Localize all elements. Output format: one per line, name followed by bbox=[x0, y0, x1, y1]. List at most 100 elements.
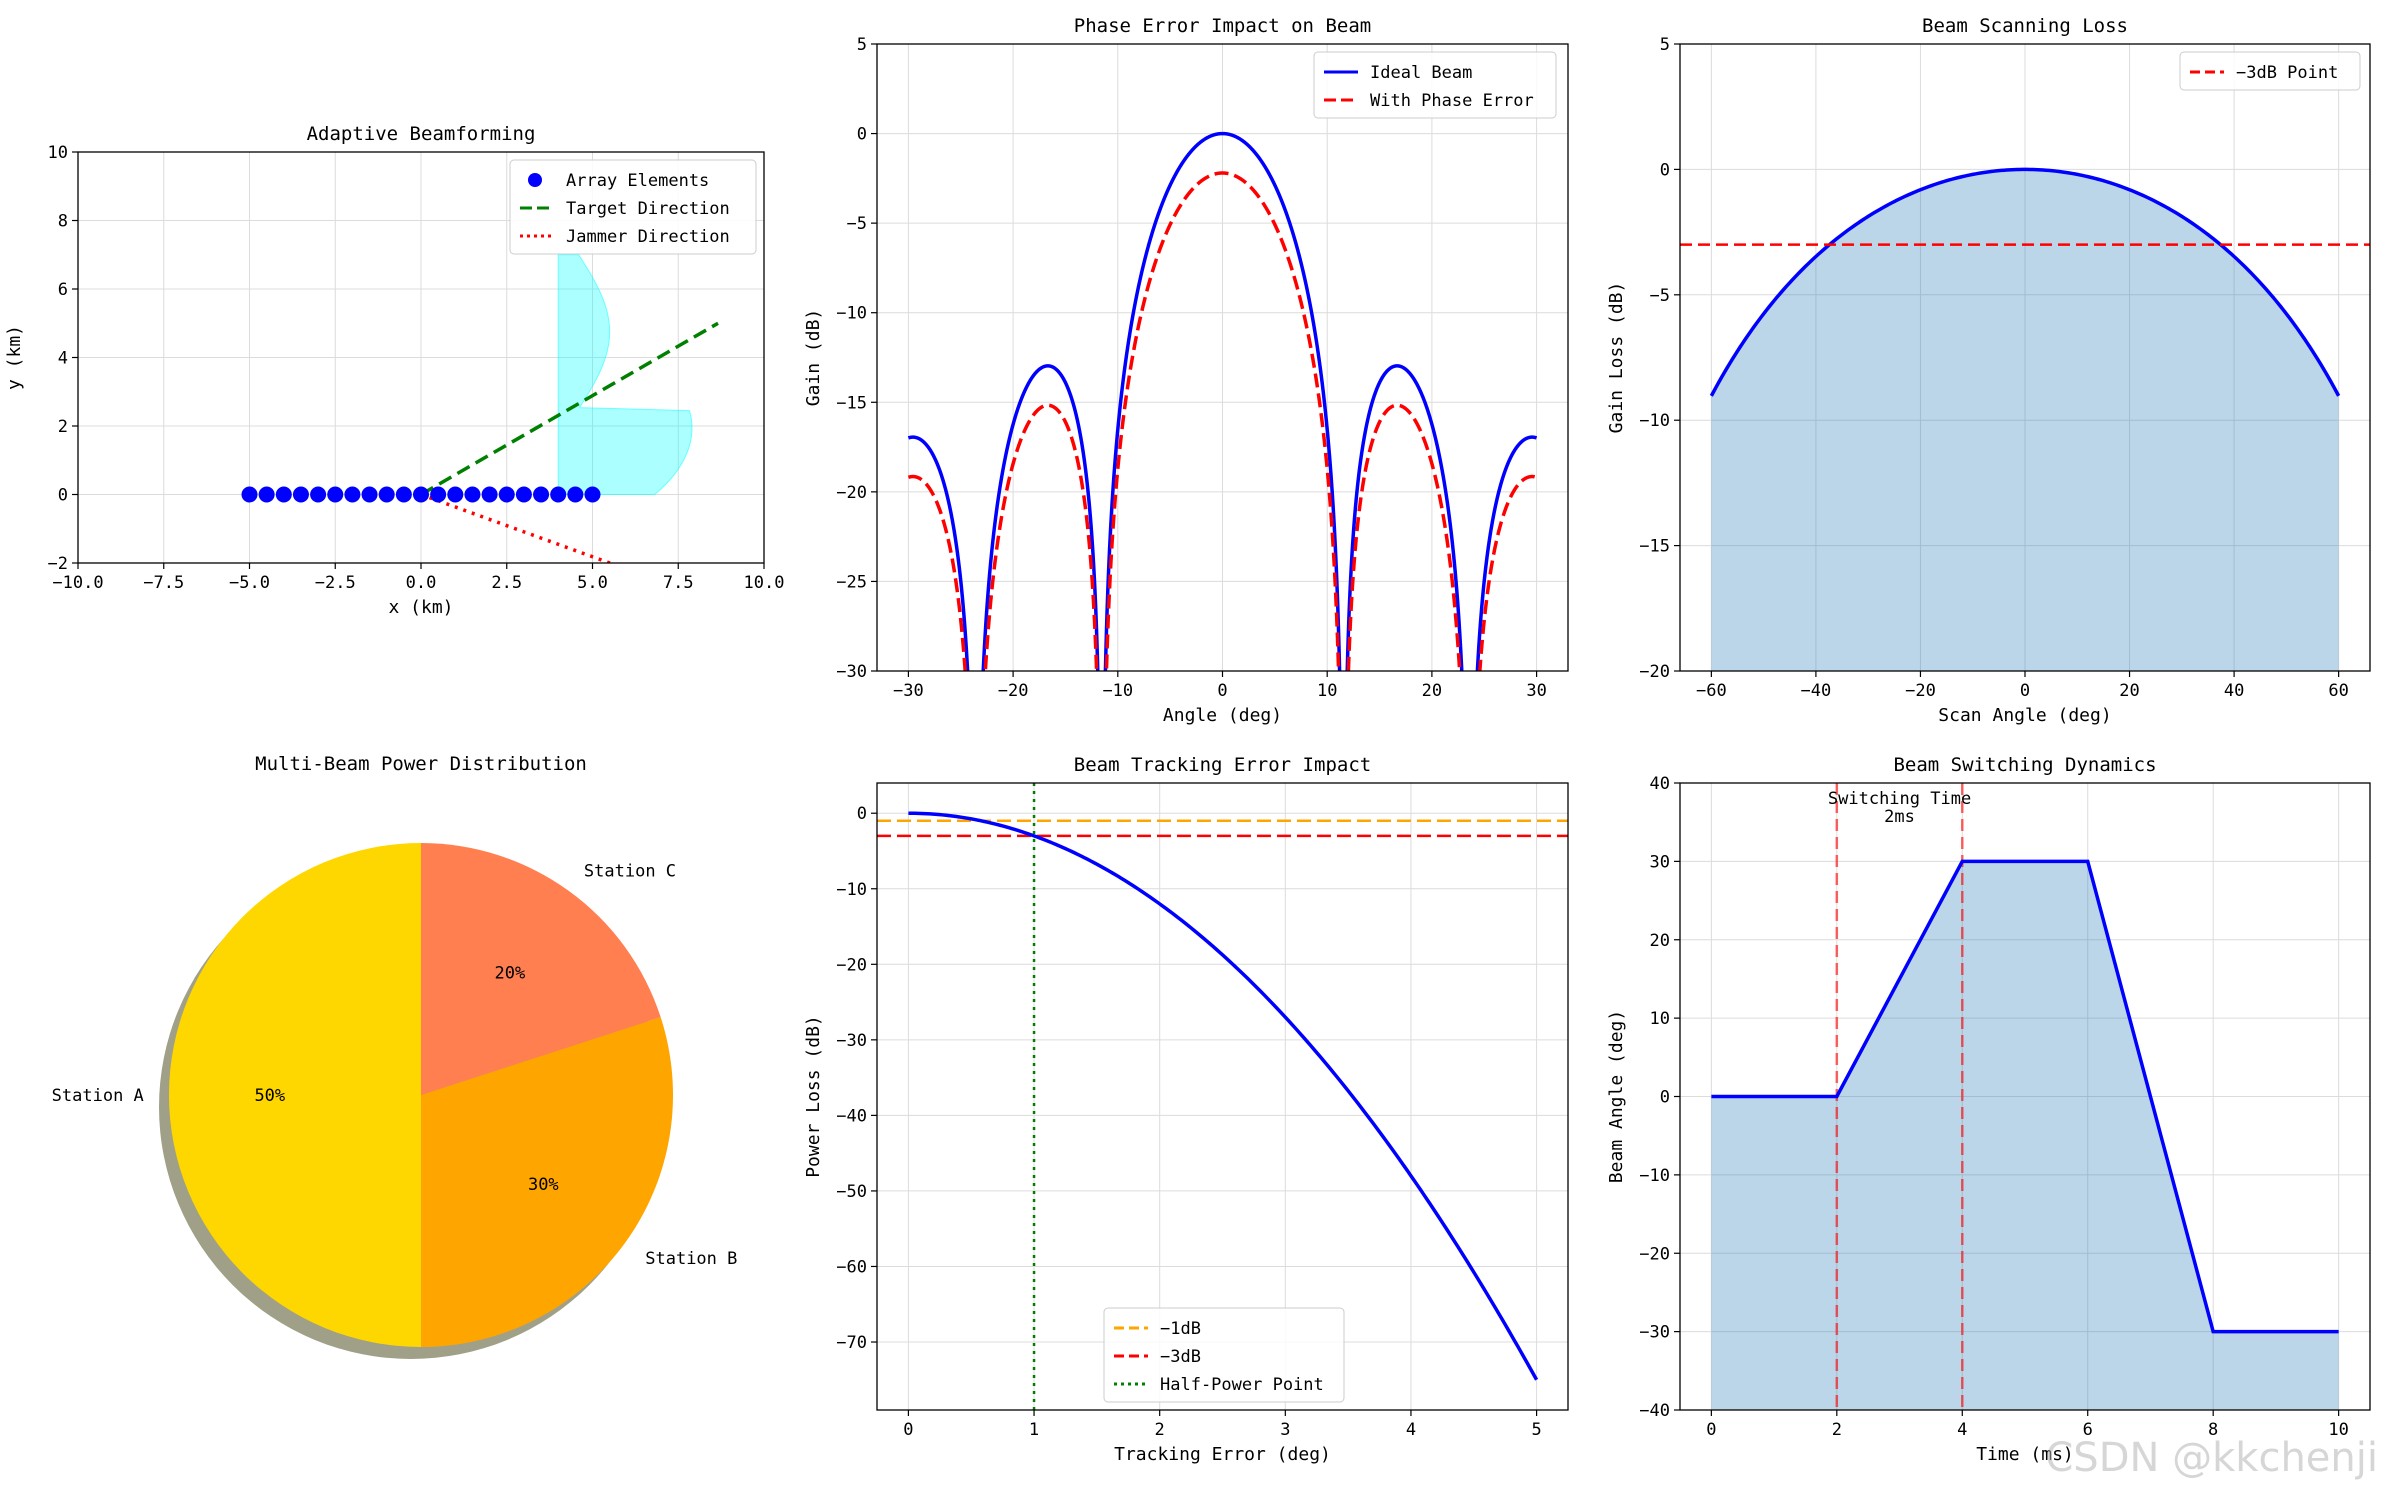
switching-area bbox=[1711, 861, 2339, 1410]
beam-angle-line bbox=[1711, 859, 2339, 1334]
y-tick-label: 10 bbox=[1650, 1009, 1670, 1029]
scan-loss-line bbox=[1709, 167, 2341, 397]
chart-title: Adaptive Beamforming bbox=[307, 123, 536, 145]
y-tick-label: 40 bbox=[1650, 774, 1670, 794]
legend-label: Half-Power Point bbox=[1160, 1375, 1324, 1395]
phase-axes: −30 −20 −10 0 10 20 30 −30 −25 −20 −15 −10 −5 0 5 Phase… bbox=[803, 15, 1569, 726]
x-axis-label: Time (ms) bbox=[1976, 1444, 2074, 1465]
scan-loss-area bbox=[1711, 169, 2339, 671]
legend-box bbox=[1103, 1307, 1345, 1403]
x-axis-label: Tracking Error (deg) bbox=[1114, 1444, 1331, 1465]
x-tick-label: −20 bbox=[998, 681, 1029, 701]
array-element-point bbox=[498, 486, 515, 503]
y-tick-label: −40 bbox=[836, 1106, 867, 1126]
adaptive-plot-area bbox=[241, 254, 719, 563]
chart-title: Beam Tracking Error Impact bbox=[1074, 754, 1371, 776]
y-tick-label: −30 bbox=[836, 1031, 867, 1051]
legend-label: −3dB Point bbox=[2236, 63, 2338, 83]
array-element-point bbox=[533, 486, 550, 503]
jammer-direction-line bbox=[420, 492, 615, 563]
x-tick-label: −10 bbox=[1102, 681, 1133, 701]
legend-label: Target Direction bbox=[566, 199, 730, 219]
pie-category-label: Station A bbox=[52, 1086, 144, 1106]
y-tick-label: −10 bbox=[1639, 1166, 1670, 1186]
array-element-point bbox=[258, 486, 275, 503]
x-tick-label: 2 bbox=[1155, 1420, 1165, 1440]
legend-label: −1dB bbox=[1160, 1319, 1201, 1339]
x-tick-label: 7.5 bbox=[663, 573, 694, 593]
y-axis-label: Gain (dB) bbox=[803, 309, 824, 407]
y-tick-label: −5 bbox=[1650, 286, 1670, 306]
x-tick-label: −60 bbox=[1696, 681, 1727, 701]
array-element-point bbox=[430, 486, 447, 503]
y-tick-label: −50 bbox=[836, 1182, 867, 1202]
array-element-point bbox=[361, 486, 378, 503]
y-tick-label: −25 bbox=[836, 572, 867, 592]
legend-marker bbox=[528, 173, 542, 187]
array-element-point bbox=[241, 486, 258, 503]
x-tick-label: 4 bbox=[1957, 1420, 1967, 1440]
x-tick-label: 0 bbox=[903, 1420, 913, 1440]
switching-axes: 0 2 4 6 8 10 −40 −30 −20 −10 0 10 20 30 40 Beam Switchi… bbox=[1606, 754, 2371, 1465]
x-tick-label: 60 bbox=[2328, 681, 2348, 701]
array-element-point bbox=[413, 486, 429, 503]
array-element-point bbox=[481, 486, 498, 503]
y-tick-label: 30 bbox=[1650, 852, 1670, 872]
x-tick-label: 10.0 bbox=[744, 573, 785, 593]
x-tick-label: −10.0 bbox=[52, 573, 103, 593]
x-axis-label: Scan Angle (deg) bbox=[1938, 705, 2111, 726]
ideal-beam-line bbox=[907, 131, 1538, 671]
switching-annotation: 2ms bbox=[1884, 807, 1915, 827]
x-tick-label: 3 bbox=[1280, 1420, 1290, 1440]
x-tick-label: −40 bbox=[1801, 681, 1832, 701]
axes-frame bbox=[77, 151, 765, 564]
legend-label: Array Elements bbox=[566, 171, 709, 191]
y-tick-label: 8 bbox=[58, 212, 68, 232]
x-tick-label: 0 bbox=[1706, 1420, 1716, 1440]
y-tick-label: 0 bbox=[1660, 1088, 1670, 1108]
y-axis-label: Gain Loss (dB) bbox=[1606, 282, 1627, 434]
x-tick-label: 20 bbox=[1422, 681, 1442, 701]
x-tick-label: 5 bbox=[1531, 1420, 1541, 1440]
pie-slice bbox=[421, 1017, 673, 1347]
pie-percent-label: 50% bbox=[254, 1086, 285, 1106]
pie-percent-label: 30% bbox=[528, 1175, 559, 1195]
tracking-loss-line bbox=[908, 811, 1539, 1381]
y-tick-label: −20 bbox=[1639, 1244, 1670, 1264]
scanloss-axes: −60 −40 −20 0 20 40 60 −20 −15 −10 −5 0 5 Beam Scanni… bbox=[1606, 15, 2371, 726]
x-tick-label: 0 bbox=[2020, 681, 2030, 701]
array-element-point bbox=[344, 486, 361, 503]
y-tick-label: −5 bbox=[847, 214, 867, 234]
y-tick-label: 0 bbox=[58, 486, 68, 506]
x-tick-label: −2.5 bbox=[315, 573, 356, 593]
axes-frame bbox=[1679, 782, 2371, 1411]
x-tick-label: 4 bbox=[1406, 1420, 1416, 1440]
pie-percent-label: 20% bbox=[495, 964, 526, 984]
x-tick-label: 20 bbox=[2119, 681, 2139, 701]
x-tick-label: −20 bbox=[1905, 681, 1936, 701]
pie-chart: Multi-Beam Power Distribution 50% Station … bbox=[52, 753, 737, 1359]
y-tick-label: −20 bbox=[836, 955, 867, 975]
y-tick-label: −40 bbox=[1639, 1401, 1670, 1421]
watermark: CSDN @kkchenji bbox=[2045, 1435, 2378, 1481]
x-tick-label: 1 bbox=[1029, 1420, 1039, 1440]
y-tick-label: −30 bbox=[836, 662, 867, 682]
array-element-point bbox=[550, 486, 567, 503]
y-tick-label: −10 bbox=[836, 880, 867, 900]
x-tick-label: 10 bbox=[2328, 1420, 2348, 1440]
y-tick-label: −15 bbox=[1639, 537, 1670, 557]
array-element-point bbox=[327, 486, 344, 503]
y-tick-label: 5 bbox=[857, 35, 867, 55]
array-element-point bbox=[447, 486, 464, 503]
y-tick-label: −30 bbox=[1639, 1323, 1670, 1343]
x-tick-label: 6 bbox=[2083, 1420, 2093, 1440]
tracking-plot-area bbox=[877, 783, 1568, 1410]
x-axis-label: Angle (deg) bbox=[1163, 705, 1282, 726]
pie-category-label: Station C bbox=[584, 862, 676, 882]
y-tick-label: 0 bbox=[1660, 160, 1670, 180]
phase-error-beam-line bbox=[907, 171, 1538, 671]
x-tick-label: −5.0 bbox=[229, 573, 270, 593]
x-tick-label: −7.5 bbox=[143, 573, 184, 593]
legend-box bbox=[1313, 51, 1557, 119]
